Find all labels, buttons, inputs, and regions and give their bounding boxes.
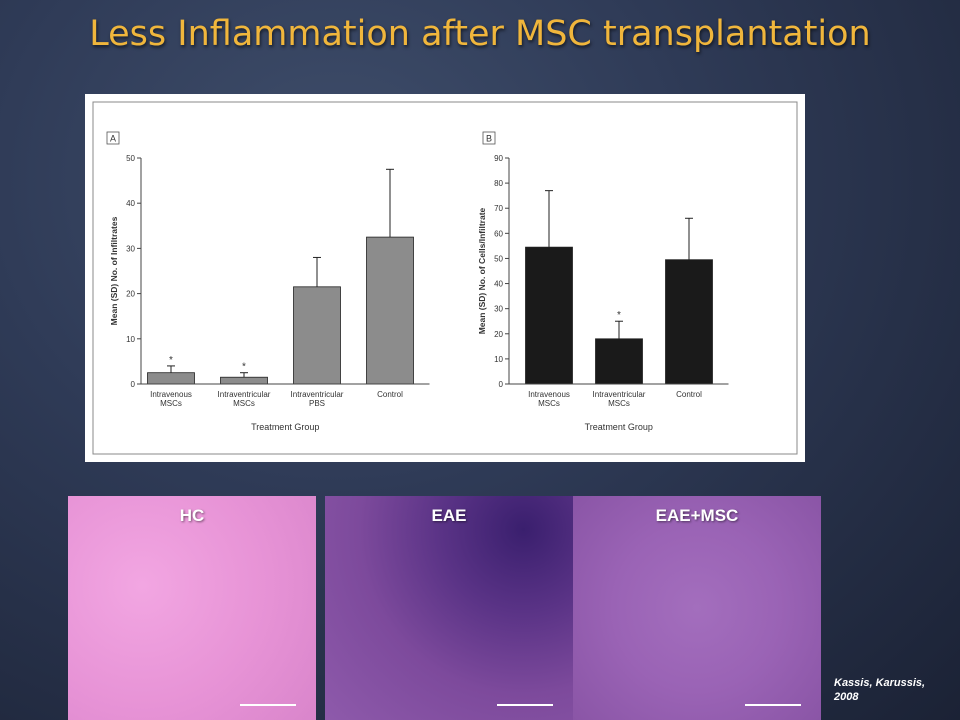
micrograph-label-hc: HC [179,506,205,525]
y-tick-label: 50 [494,254,503,263]
x-tick-label: PBS [309,399,325,408]
significance-marker: * [617,310,621,321]
y-tick-label: 90 [494,154,503,163]
x-tick-label: Intravenous [150,390,192,399]
slide-title: Less Inflammation after MSC transplantat… [89,14,871,54]
micrograph-hc: HC [68,496,316,720]
y-tick-label: 20 [126,290,135,299]
panel-label: A [110,134,116,144]
y-tick-label: 30 [126,244,135,253]
y-tick-label: 60 [494,229,503,238]
panel-label: B [486,134,492,144]
citation-year: 2008 [834,691,859,703]
bar [220,376,268,385]
chart-panel: A 0 10 20 30 40 50 Mean (SD) No. of Infiltrates… [85,94,805,462]
x-tick-label: MSCs [538,399,560,408]
citation: Kassis, Karussis, 2008 [834,676,954,704]
micrograph-eae-msc: EAE+MSC [573,496,821,720]
bar [147,372,195,385]
x-tick-label: MSCs [608,399,630,408]
x-tick-label: Intraventricular [291,390,344,399]
x-tick-label: Intraventricular [218,390,271,399]
y-tick-label: 30 [494,305,503,314]
x-axis-label: Treatment Group [251,422,319,432]
y-axis-label: Mean (SD) No. of Cells/Infiltrate [477,207,487,334]
figure-frame [92,101,798,455]
y-axis-label: Mean (SD) No. of Infiltrates [109,216,119,325]
x-tick-label: Control [377,390,403,399]
y-tick-label: 10 [494,355,503,364]
bar [665,259,713,385]
scale-bar [240,704,296,706]
micrograph-label-eae: EAE [431,506,467,525]
bar [366,236,414,385]
y-tick-label: 0 [499,380,504,389]
scale-bar [745,704,801,706]
y-tick-label: 50 [126,154,135,163]
panel-label-box [482,131,496,145]
citation-authors: Kassis, Karussis, [834,677,926,689]
significance-marker: * [169,355,173,366]
x-tick-label: MSCs [160,399,182,408]
y-tick-label: 10 [126,335,135,344]
micrograph-eae: EAE [325,496,573,720]
y-tick-label: 40 [494,280,503,289]
x-tick-label: Intraventricular [593,390,646,399]
panel-label-box [106,131,120,145]
bar [293,286,341,385]
significance-marker: * [242,362,246,373]
micrograph-label-eae-msc: EAE+MSC [655,506,739,525]
y-tick-label: 0 [131,380,136,389]
y-tick-label: 20 [494,330,503,339]
x-tick-label: Control [676,390,702,399]
y-tick-label: 40 [126,199,135,208]
bar [525,246,573,385]
y-tick-label: 70 [494,204,503,213]
x-tick-label: MSCs [233,399,255,408]
y-tick-label: 80 [494,179,503,188]
x-tick-label: Intravenous [528,390,570,399]
x-axis-label: Treatment Group [585,422,653,432]
scale-bar [497,704,553,706]
bar [595,338,643,385]
bar-charts: A 0 10 20 30 40 50 Mean (SD) No. of Infiltrates… [92,101,798,455]
